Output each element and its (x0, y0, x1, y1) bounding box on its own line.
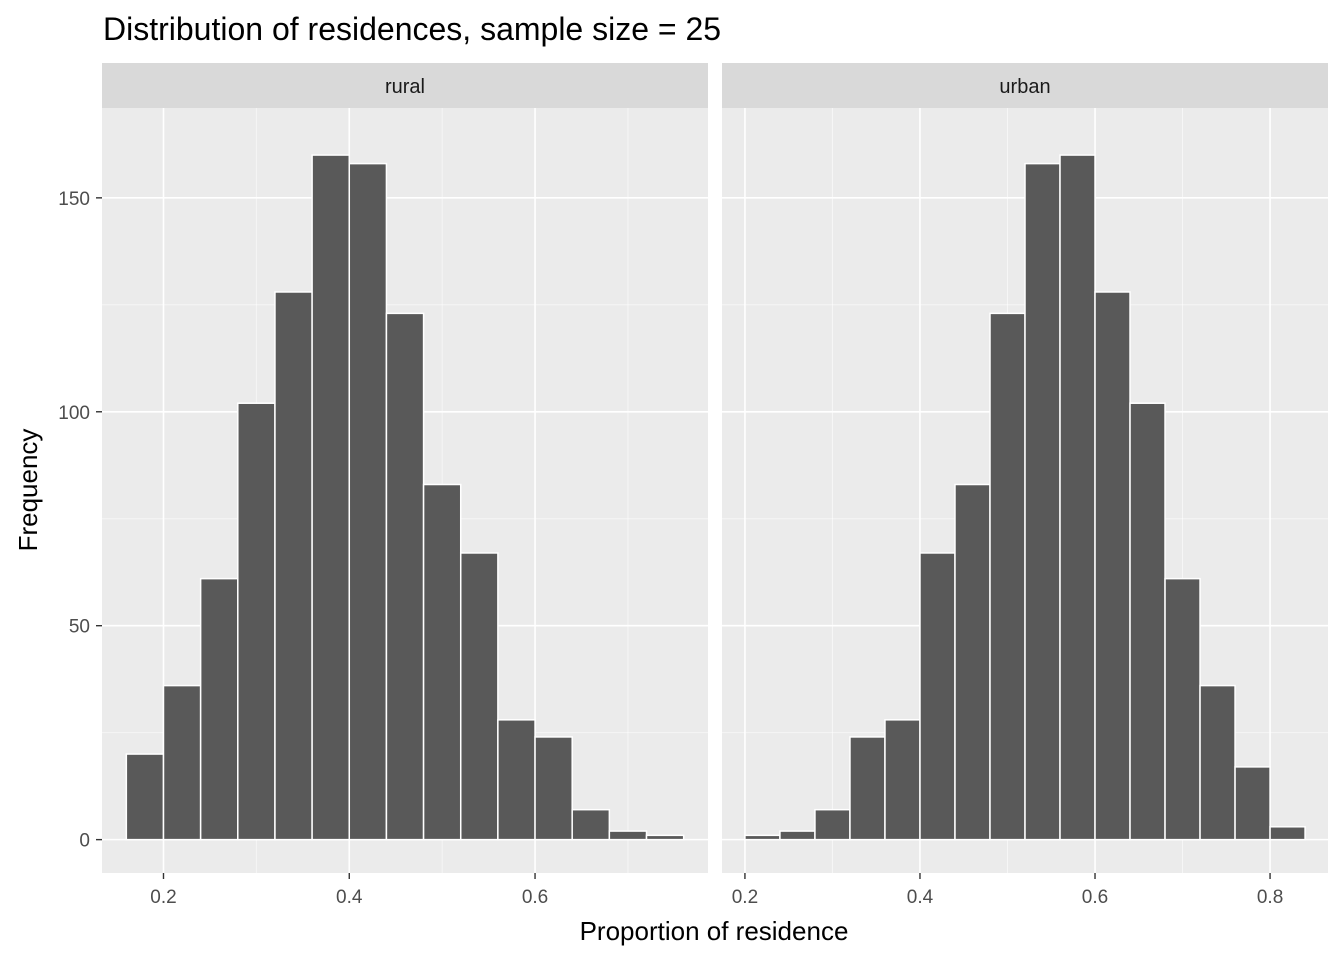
histogram-bar (849, 736, 886, 841)
x-tick-label: 0.6 (522, 887, 548, 908)
x-tick-label: 0.6 (1082, 887, 1108, 908)
y-axis: 0 50 100 150 (58, 189, 102, 852)
facet-rural: rural 0.2 0.4 0.6 (102, 63, 708, 908)
histogram-bar (1059, 154, 1096, 841)
histogram-bar (422, 483, 462, 841)
histogram-bar (459, 552, 499, 841)
histogram-bar (1094, 291, 1131, 841)
facet-strip (722, 63, 1328, 108)
y-tick-label: 0 (79, 831, 90, 852)
histogram-bar (1129, 402, 1166, 841)
y-tick-label: 100 (58, 403, 90, 424)
histogram-bar (237, 402, 276, 841)
y-tick-label: 50 (69, 617, 90, 638)
chart-title: Distribution of residences, sample size … (103, 11, 721, 47)
histogram-bar (348, 162, 388, 841)
histogram-bar (385, 312, 425, 841)
histogram-bar (1024, 162, 1061, 841)
histogram-bar (919, 552, 956, 841)
histogram-bar (744, 834, 781, 841)
histogram-bar (571, 808, 611, 841)
histogram-bar (162, 684, 202, 841)
histogram-bar (534, 736, 573, 841)
histogram-bar (497, 719, 536, 841)
histogram-bar (125, 753, 165, 841)
histogram-bar (645, 834, 685, 841)
histogram-bar (884, 719, 921, 841)
y-tick-label: 150 (58, 189, 90, 210)
histogram-bar (1269, 826, 1306, 841)
x-tick-label: 0.8 (1257, 887, 1283, 908)
histogram-bar (954, 483, 991, 841)
x-axis-title: Proportion of residence (580, 916, 849, 946)
x-tick-label: 0.4 (336, 887, 363, 908)
histogram-bar (608, 830, 648, 841)
facet-strip (102, 63, 708, 108)
y-axis-title: Frequency (13, 429, 43, 552)
facet-strip-label: rural (385, 76, 425, 98)
histogram-bar (1164, 577, 1201, 841)
histogram-bar (1234, 766, 1271, 841)
histogram-bar (989, 312, 1026, 841)
histogram-bar (779, 830, 816, 841)
histogram-bar (311, 154, 351, 841)
x-tick-label: 0.2 (732, 887, 758, 908)
x-tick-label: 0.4 (907, 887, 934, 908)
histogram-bar (1199, 684, 1236, 841)
x-tick-label: 0.2 (150, 887, 176, 908)
facet-strip-label: urban (999, 76, 1050, 98)
histogram-bar (274, 291, 313, 841)
facet-panels: rural 0.2 0.4 0.6 urban 0.2 0.4 0.6 0.8 (102, 63, 1328, 908)
histogram-bar (199, 577, 239, 841)
histogram-bar (814, 808, 851, 841)
facet-urban: urban 0.2 0.4 0.6 0.8 (722, 63, 1328, 908)
